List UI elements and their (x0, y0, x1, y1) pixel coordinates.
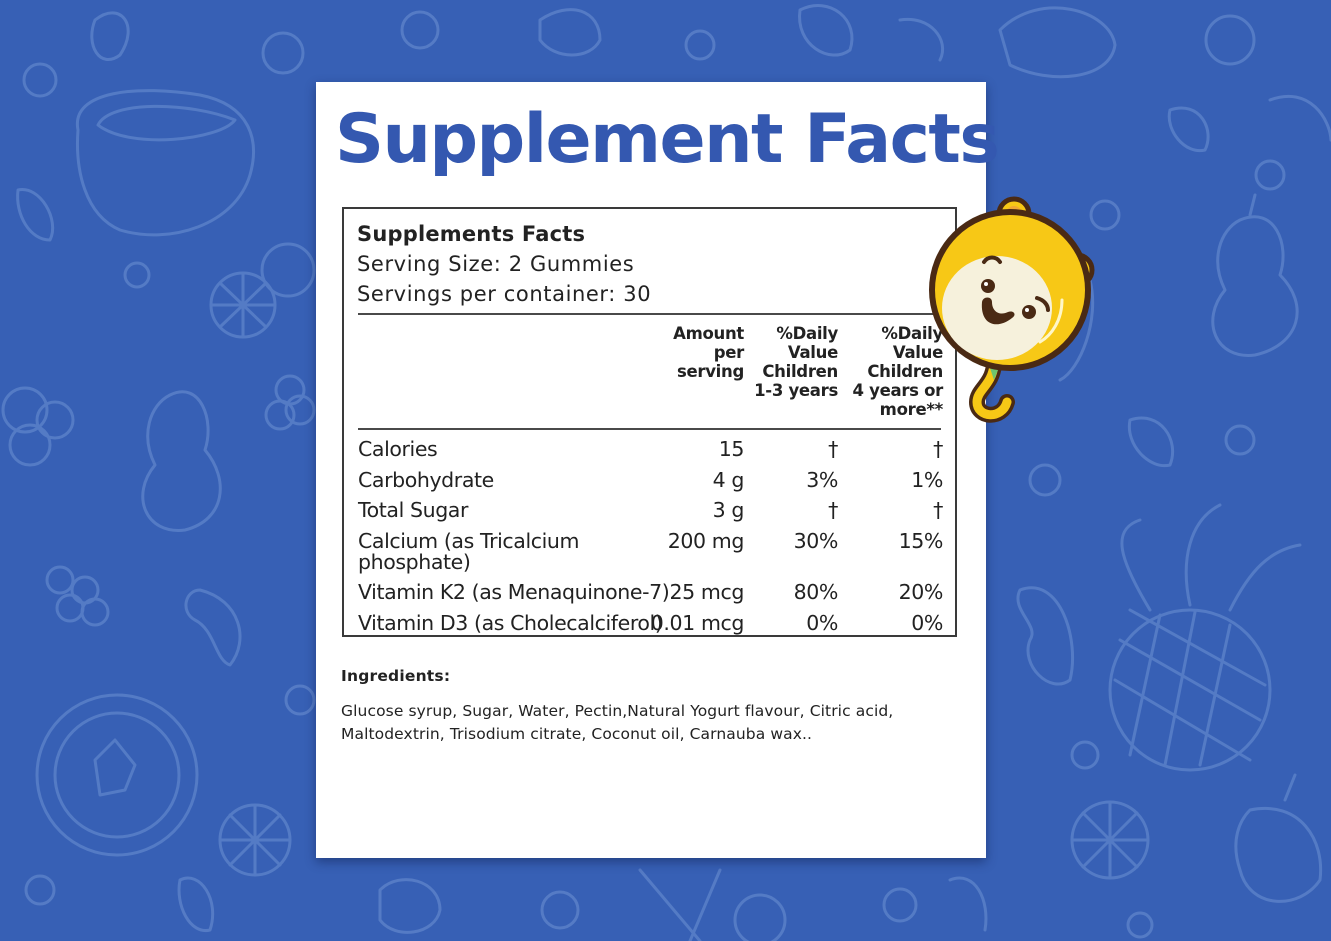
daily-value-4-plus: 1% (911, 468, 943, 492)
nutrient-name: Carbohydrate (358, 468, 494, 492)
column-header-amount: Amount per serving (673, 324, 744, 381)
servings-per-container: Servings per container: 30 (357, 282, 652, 306)
daily-value-4-plus: 0% (911, 611, 943, 635)
column-header-line: Value (787, 343, 838, 362)
supplement-facts-card: Supplement Facts Supplements Facts Servi… (316, 82, 1000, 858)
ingredients-label: Ingredients: (341, 667, 451, 685)
facts-table: Supplements Facts Serving Size: 2 Gummie… (342, 207, 957, 637)
daily-value-1-3: 0% (806, 611, 838, 635)
amount-per-serving: 3 g (712, 498, 745, 522)
column-header-dv-4-plus: %Daily Value Children 4 years or more** (852, 324, 944, 419)
daily-value-1-3: 3% (806, 468, 838, 492)
column-header-line: more** (879, 400, 944, 419)
nutrient-name: Calcium (as Tricalcium phosphate) (358, 531, 579, 573)
column-header-line: Children (867, 362, 943, 381)
facts-heading: Supplements Facts (357, 222, 586, 246)
serving-size: Serving Size: 2 Gummies (357, 252, 635, 276)
amount-per-serving: 4 g (712, 468, 745, 492)
ingredients-text: Glucose syrup, Sugar, Water, Pectin,Natu… (341, 700, 951, 746)
daily-value-4-plus: † (933, 498, 943, 522)
daily-value-1-3: 30% (793, 529, 839, 553)
header-divider (358, 313, 941, 315)
column-header-dv-1-3: %Daily Value Children 1-3 years (754, 324, 838, 400)
nutrient-name: Vitamin K2 (as Menaquinone-7) (358, 580, 670, 604)
amount-per-serving: 25 mcg (669, 580, 745, 604)
column-header-line: Amount (673, 324, 744, 343)
facts-header: Supplements Facts Serving Size: 2 Gummie… (357, 219, 651, 309)
daily-value-4-plus: 15% (898, 529, 944, 553)
daily-value-1-3: † (828, 498, 838, 522)
daily-value-4-plus: † (933, 437, 943, 461)
daily-value-4-plus: 20% (898, 580, 944, 604)
nutrient-name: Vitamin D3 (as Cholecalciferol) (358, 611, 663, 635)
nutrient-name-line: phosphate) (358, 550, 471, 574)
ingredients-line: Maltodextrin, Trisodium citrate, Coconut… (341, 725, 813, 743)
amount-per-serving: 200 mg (667, 529, 745, 553)
column-header-line: per (713, 343, 745, 362)
amount-per-serving: 0.01 mcg (650, 611, 745, 635)
column-header-line: Children (762, 362, 838, 381)
column-header-line: serving (676, 362, 744, 381)
column-header-line: %Daily (881, 324, 943, 343)
ingredients-line: Glucose syrup, Sugar, Water, Pectin,Natu… (341, 702, 894, 720)
column-header-line: Value (892, 343, 943, 362)
amount-per-serving: 15 (718, 437, 745, 461)
column-header-line: %Daily (776, 324, 838, 343)
smiling-gummy-mascot-icon (929, 196, 1095, 423)
nutrient-name: Calories (358, 437, 438, 461)
daily-value-1-3: † (828, 437, 838, 461)
page-title: Supplement Facts (335, 100, 1000, 179)
nutrient-name-line: Calcium (as Tricalcium (358, 529, 580, 553)
column-header-line: 1-3 years (754, 381, 838, 400)
daily-value-1-3: 80% (793, 580, 839, 604)
nutrient-name: Total Sugar (358, 498, 469, 522)
column-header-line: 4 years or (852, 381, 944, 400)
column-header-divider (358, 428, 941, 430)
